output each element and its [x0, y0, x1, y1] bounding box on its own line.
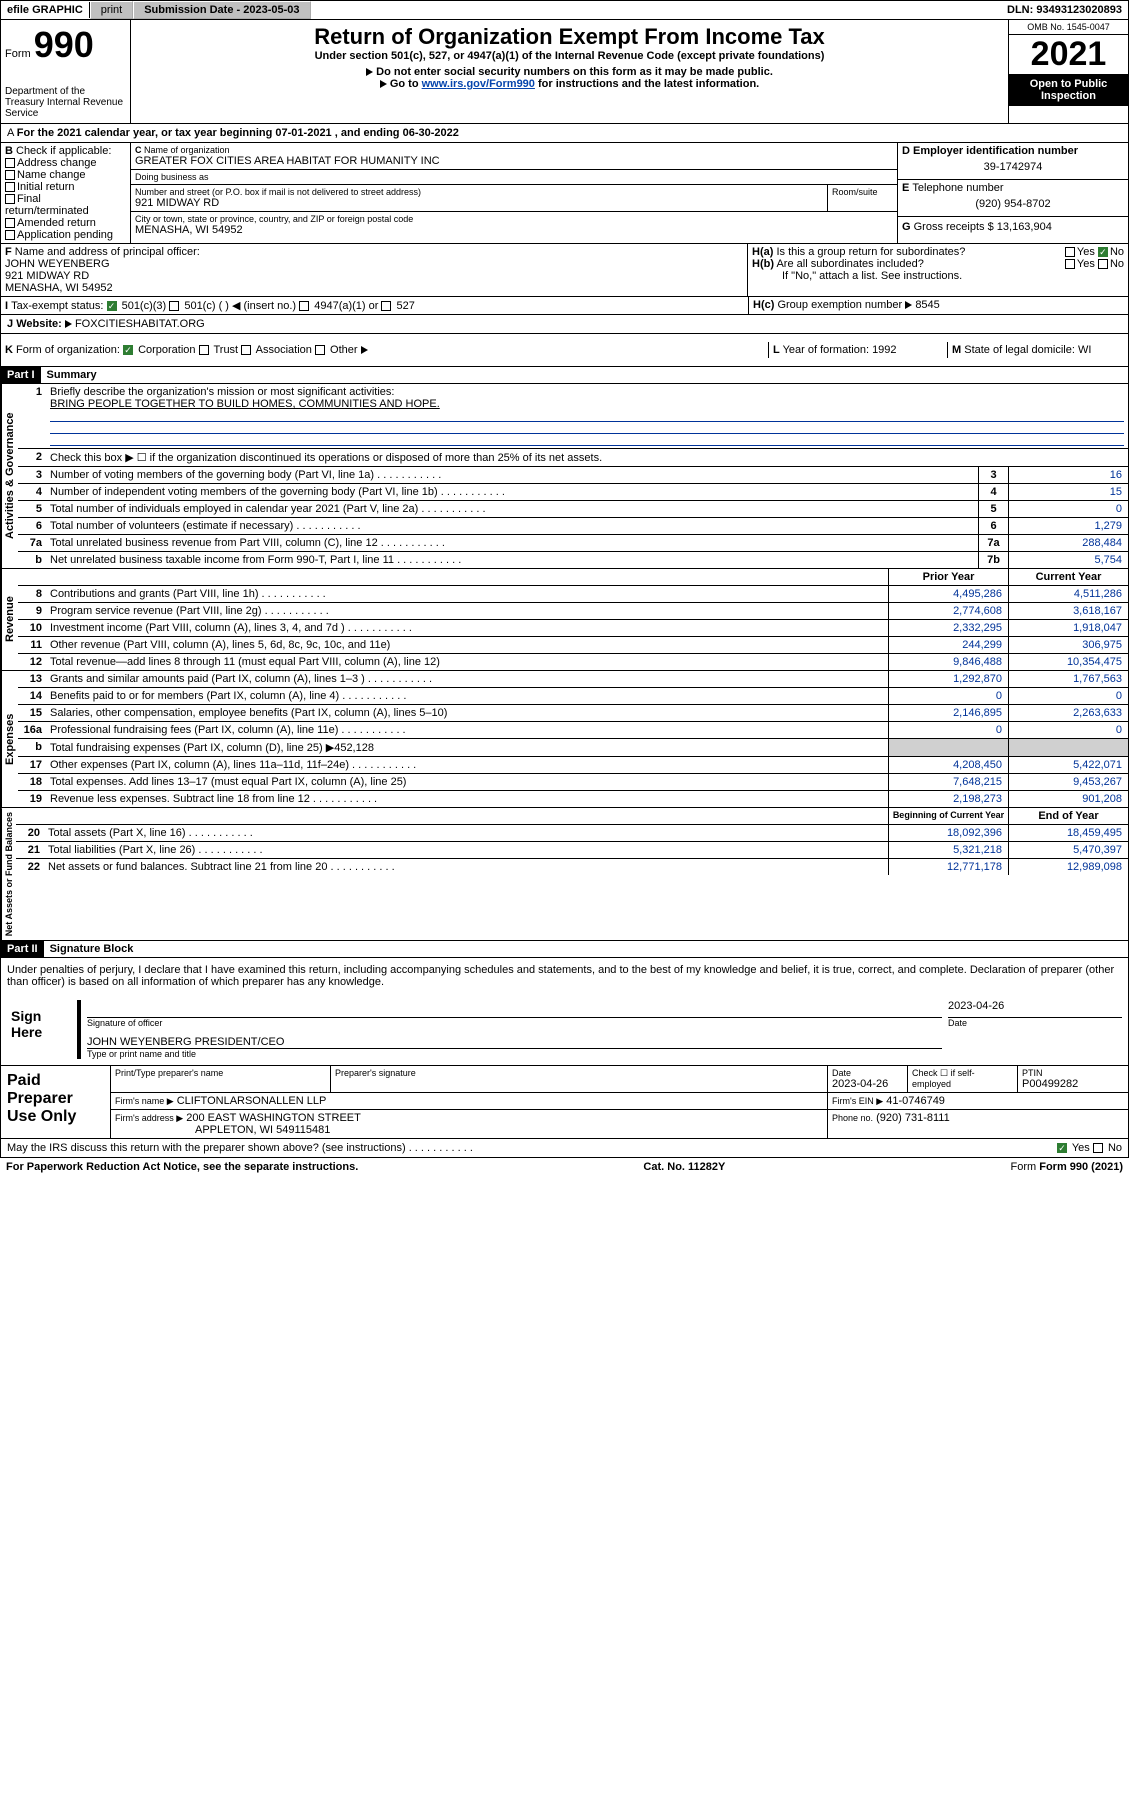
row-a: A For the 2021 calendar year, or tax yea…: [0, 124, 1129, 143]
note2-post: for instructions and the latest informat…: [535, 78, 759, 90]
checkbox-icon[interactable]: [299, 301, 309, 311]
sign-here-block: Sign Here Signature of officer JOHN WEYE…: [0, 994, 1129, 1066]
checkbox-icon[interactable]: [1065, 247, 1075, 257]
main-title: Return of Organization Exempt From Incom…: [135, 24, 1004, 50]
checkbox-icon[interactable]: [199, 345, 209, 355]
print-button[interactable]: print: [90, 1, 133, 19]
netassets-section: Net Assets or Fund Balances Beginning of…: [0, 808, 1129, 941]
form-number: 990: [34, 24, 94, 65]
section-label: Revenue: [1, 569, 18, 670]
submission-date: Submission Date - 2023-05-03: [133, 1, 310, 19]
subtitle: Under section 501(c), 527, or 4947(a)(1)…: [135, 50, 1004, 62]
triangle-icon: [65, 320, 72, 328]
section-label: Expenses: [1, 671, 18, 807]
section-label: Net Assets or Fund Balances: [1, 808, 16, 940]
form-label: Form: [5, 48, 31, 60]
checkbox-icon[interactable]: [381, 301, 391, 311]
revenue-section: Revenue Prior YearCurrent Year 8Contribu…: [0, 569, 1129, 671]
omb-label: OMB No. 1545-0047: [1009, 20, 1128, 35]
paid-preparer-block: Paid Preparer Use Only Print/Type prepar…: [0, 1066, 1129, 1139]
checkbox-checked-icon[interactable]: ✓: [123, 345, 133, 355]
org-name: GREATER FOX CITIES AREA HABITAT FOR HUMA…: [135, 155, 893, 167]
triangle-icon: [366, 68, 373, 76]
triangle-icon: [380, 80, 387, 88]
checkbox-icon[interactable]: [5, 170, 15, 180]
tax-year: 2021: [1009, 35, 1128, 74]
form-header: Form 990 Department of the Treasury Inte…: [0, 20, 1129, 124]
efile-label: efile GRAPHIC: [1, 2, 90, 18]
note2-pre: Go to: [390, 78, 422, 90]
part2-header: Part IISignature Block: [0, 941, 1129, 958]
open-inspection: Open to Public Inspection: [1009, 74, 1128, 106]
klm-row: K Form of organization: ✓ Corporation Tr…: [0, 334, 1129, 367]
officer-block: F Name and address of principal officer:…: [0, 244, 1129, 297]
checkbox-checked-icon[interactable]: ✓: [1098, 247, 1108, 257]
checkbox-icon[interactable]: [315, 345, 325, 355]
section-label: Activities & Governance: [1, 384, 18, 568]
declaration: Under penalties of perjury, I declare th…: [0, 958, 1129, 994]
note1: Do not enter social security numbers on …: [376, 66, 773, 78]
checkbox-icon[interactable]: [5, 158, 15, 168]
phone: (920) 954-8702: [902, 194, 1124, 214]
checkbox-icon[interactable]: [1065, 259, 1075, 269]
page-footer: For Paperwork Reduction Act Notice, see …: [0, 1158, 1129, 1176]
checkbox-checked-icon[interactable]: ✓: [1057, 1143, 1067, 1153]
discuss-row: May the IRS discuss this return with the…: [0, 1139, 1129, 1158]
checkbox-icon[interactable]: [1093, 1143, 1103, 1153]
governance-section: Activities & Governance 1Briefly describ…: [0, 384, 1129, 569]
checkbox-icon[interactable]: [5, 230, 15, 240]
expenses-section: Expenses 13Grants and similar amounts pa…: [0, 671, 1129, 808]
checkbox-icon[interactable]: [241, 345, 251, 355]
ein: 39-1742974: [902, 157, 1124, 177]
checkbox-icon[interactable]: [1098, 259, 1108, 269]
website-row: J Website: FOXCITIESHABITAT.ORG: [0, 315, 1129, 334]
triangle-icon: [905, 301, 912, 309]
dln-label: DLN: 93493123020893: [1001, 2, 1128, 18]
top-toolbar: efile GRAPHIC print Submission Date - 20…: [0, 0, 1129, 20]
checkbox-icon[interactable]: [5, 182, 15, 192]
status-block: I Tax-exempt status: ✓ 501(c)(3) 501(c) …: [0, 297, 1129, 315]
checkbox-icon[interactable]: [5, 218, 15, 228]
checkbox-checked-icon[interactable]: ✓: [107, 301, 117, 311]
part1-header: Part ISummary: [0, 367, 1129, 384]
dept-label: Department of the Treasury Internal Reve…: [5, 86, 126, 119]
irs-link[interactable]: www.irs.gov/Form990: [422, 78, 535, 90]
org-info-block: B Check if applicable: Address change Na…: [0, 143, 1129, 244]
checkbox-icon[interactable]: [169, 301, 179, 311]
checkbox-icon[interactable]: [5, 194, 15, 204]
triangle-icon: [361, 346, 368, 354]
